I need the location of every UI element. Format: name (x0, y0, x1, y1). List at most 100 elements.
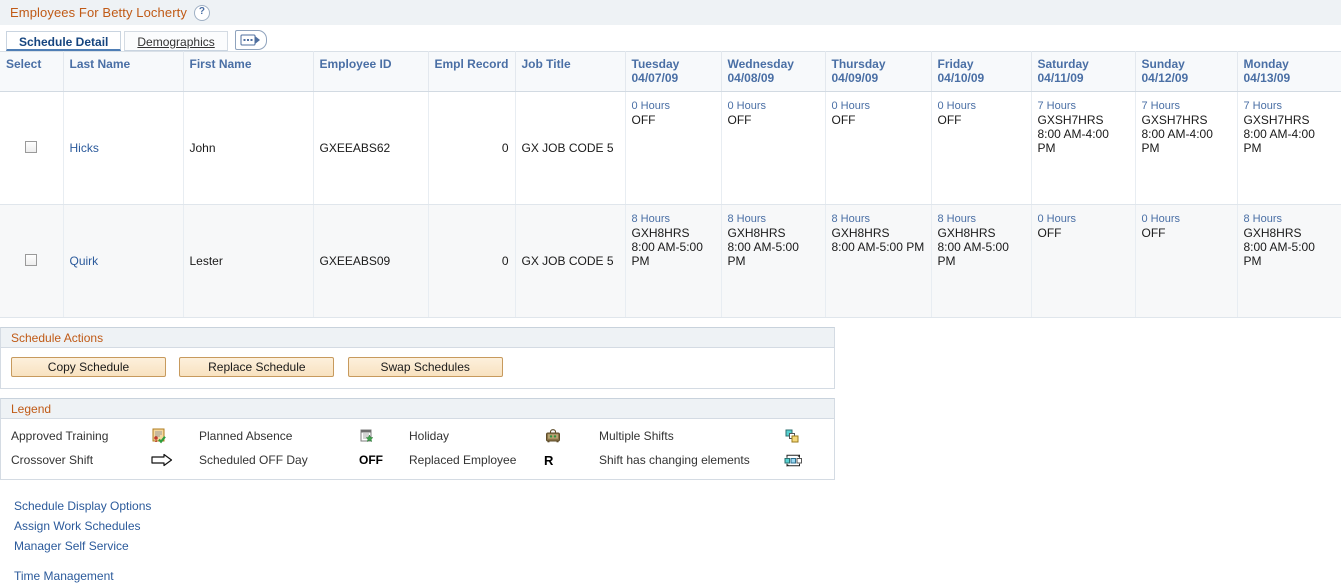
col-select[interactable]: Select (0, 51, 64, 92)
row-select-cell[interactable] (0, 91, 64, 205)
shift-code: GXH8HRS (631, 226, 690, 240)
shift-code: GXH8HRS (1243, 226, 1302, 240)
page-header: Employees For Betty Locherty ? (0, 0, 1341, 26)
tab-schedule-detail[interactable]: Schedule Detail (6, 31, 122, 51)
swap-schedules-button[interactable]: Swap Schedules (347, 357, 503, 377)
col-job-title[interactable]: Job Title (515, 51, 626, 92)
shift-code: GXH8HRS (937, 226, 996, 240)
cell-first-name: Lester (183, 204, 314, 318)
cell-empl-record: 0 (428, 204, 516, 318)
cell-day-friday: 8 Hours GXH8HRS 8:00 AM-5:00 PM (931, 204, 1032, 318)
show-all-columns-icon[interactable] (234, 30, 267, 50)
cell-empl-record: 0 (428, 91, 516, 205)
cell-last-name: Quirk (63, 204, 184, 318)
col-day-thursday[interactable]: Thursday 04/09/09 (825, 51, 932, 92)
legend-label-crossover-shift: Crossover Shift (11, 453, 94, 467)
col-day-saturday-date: 04/11/09 (1037, 71, 1084, 85)
shift-code: OFF (1037, 226, 1062, 240)
hours-link[interactable]: 8 Hours (1243, 213, 1283, 225)
copy-schedule-button[interactable]: Copy Schedule (11, 357, 166, 377)
cell-day-saturday: 7 Hours GXSH7HRS 8:00 AM-4:00 PM (1031, 91, 1136, 205)
col-day-friday-name: Friday (937, 57, 974, 71)
hours-link[interactable]: 8 Hours (727, 213, 767, 225)
cell-job-title: GX JOB CODE 5 (515, 91, 626, 205)
col-first-name[interactable]: First Name (183, 51, 314, 92)
hours-link[interactable]: 0 Hours (1037, 213, 1077, 225)
hours-link[interactable]: 0 Hours (1141, 213, 1181, 225)
shift-time: 8:00 AM-5:00 PM (831, 240, 925, 254)
shift-code: GXH8HRS (727, 226, 786, 240)
col-employee-id[interactable]: Employee ID (313, 51, 429, 92)
legend-label-holiday: Holiday (409, 429, 450, 443)
hours-link[interactable]: 8 Hours (631, 213, 671, 225)
hours-link[interactable]: 7 Hours (1141, 100, 1181, 112)
cell-day-tuesday: 8 Hours GXH8HRS 8:00 AM-5:00 PM (625, 204, 722, 318)
col-day-thursday-name: Thursday (831, 57, 886, 71)
shift-time: 8:00 AM-5:00 PM (937, 240, 1009, 268)
col-day-monday[interactable]: Monday 04/13/09 (1237, 51, 1341, 92)
row-select-cell[interactable] (0, 204, 64, 318)
col-day-wednesday-name: Wednesday (727, 57, 794, 71)
link-assign-work-schedules[interactable]: Assign Work Schedules (14, 519, 141, 533)
cell-day-wednesday: 0 Hours OFF (721, 91, 826, 205)
cell-day-sunday: 0 Hours OFF (1135, 204, 1238, 318)
legend-panel: Legend Approved Training Planned Absence (0, 398, 835, 480)
shift-time: 8:00 AM-5:00 PM (1243, 240, 1315, 268)
link-manager-self-service[interactable]: Manager Self Service (14, 539, 129, 553)
schedule-actions-title: Schedule Actions (1, 328, 834, 348)
shift-time: 8:00 AM-4:00 PM (1141, 127, 1213, 155)
cell-first-name: John (183, 91, 314, 205)
hours-link[interactable]: 0 Hours (727, 100, 767, 112)
col-day-monday-date: 04/13/09 (1243, 71, 1291, 85)
employee-last-name-link[interactable]: Quirk (69, 254, 99, 268)
legend-label-replaced-employee: Replaced Employee (409, 453, 517, 467)
cell-employee-id: GXEEABS09 (313, 204, 429, 318)
select-checkbox[interactable] (25, 253, 38, 266)
col-empl-record[interactable]: Empl Record (428, 51, 516, 92)
hours-link[interactable]: 8 Hours (831, 213, 871, 225)
schedule-grid: Select Last Name First Name Employee ID … (0, 51, 1341, 318)
legend-label-multiple-shifts: Multiple Shifts (599, 429, 674, 443)
link-schedule-display-options[interactable]: Schedule Display Options (14, 499, 152, 513)
cell-job-title: GX JOB CODE 5 (515, 204, 626, 318)
shift-code: OFF (631, 113, 656, 127)
hours-link[interactable]: 0 Hours (937, 100, 977, 112)
col-day-wednesday-date: 04/08/09 (727, 71, 775, 85)
holiday-icon (544, 428, 599, 444)
replaced-employee-icon: R (544, 452, 554, 468)
help-icon[interactable]: ? (193, 4, 210, 21)
schedule-actions-body: Copy Schedule Replace Schedule Swap Sche… (1, 348, 834, 388)
hours-link[interactable]: 0 Hours (631, 100, 671, 112)
tab-demographics[interactable]: Demographics (124, 31, 228, 51)
legend-label-planned-absence: Planned Absence (199, 429, 293, 443)
legend-title: Legend (1, 399, 834, 419)
col-day-thursday-date: 04/09/09 (831, 71, 879, 85)
select-checkbox[interactable] (25, 140, 38, 153)
legend-label-approved-training: Approved Training (11, 429, 109, 443)
cell-day-monday: 8 Hours GXH8HRS 8:00 AM-5:00 PM (1237, 204, 1341, 318)
col-day-sunday[interactable]: Sunday 04/12/09 (1135, 51, 1238, 92)
replace-schedule-button[interactable]: Replace Schedule (179, 357, 335, 377)
col-day-sunday-date: 04/12/09 (1141, 71, 1189, 85)
approved-training-icon (151, 428, 199, 444)
shift-code: OFF (1141, 226, 1166, 240)
crossover-shift-arrow-icon (151, 453, 199, 467)
hours-link[interactable]: 7 Hours (1037, 100, 1077, 112)
col-last-name[interactable]: Last Name (63, 51, 184, 92)
hours-link[interactable]: 0 Hours (831, 100, 871, 112)
link-time-management[interactable]: Time Management (14, 569, 114, 583)
col-day-friday[interactable]: Friday 04/10/09 (931, 51, 1032, 92)
cell-day-monday: 7 Hours GXSH7HRS 8:00 AM-4:00 PM (1237, 91, 1341, 205)
col-day-tuesday[interactable]: Tuesday 04/07/09 (625, 51, 722, 92)
shift-code: OFF (831, 113, 856, 127)
hours-link[interactable]: 8 Hours (937, 213, 977, 225)
shift-time: 8:00 AM-4:00 PM (1037, 127, 1109, 155)
col-day-wednesday[interactable]: Wednesday 04/08/09 (721, 51, 826, 92)
col-day-saturday[interactable]: Saturday 04/11/09 (1031, 51, 1136, 92)
table-row: Hicks John GXEEABS62 0 GX JOB CODE 5 0 H… (0, 91, 1341, 205)
shift-time: 8:00 AM-4:00 PM (1243, 127, 1315, 155)
employee-last-name-link[interactable]: Hicks (69, 141, 99, 155)
col-day-tuesday-date: 04/07/09 (631, 71, 679, 85)
hours-link[interactable]: 7 Hours (1243, 100, 1283, 112)
col-day-tuesday-name: Tuesday (631, 57, 680, 71)
